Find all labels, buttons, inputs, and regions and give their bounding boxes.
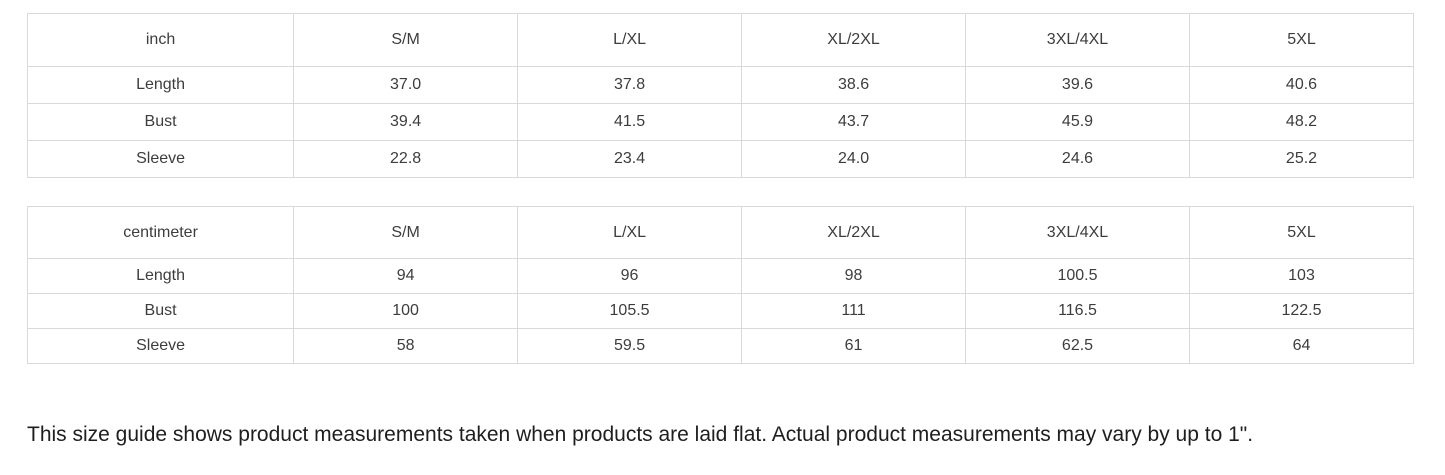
measurement-value-cell: 116.5 [965, 293, 1190, 329]
measurement-value-cell: 98 [741, 258, 967, 294]
measurement-value-cell: 58 [293, 328, 519, 364]
size-table-centimeter: centimeter S/M L/XL XL/2XL 3XL/4XL 5XL L… [26, 206, 1415, 364]
table-row: Bust 100 105.5 111 116.5 122.5 [26, 293, 1415, 329]
measurement-value-cell: 61 [741, 328, 967, 364]
measurement-value-cell: 122.5 [1188, 293, 1415, 329]
measurement-value-cell: 64 [1188, 328, 1415, 364]
measurement-label-cell: Sleeve [26, 328, 295, 364]
measurement-value-cell: 39.4 [293, 103, 519, 141]
measurement-value-cell: 59.5 [517, 328, 743, 364]
measurement-value-cell: 96 [517, 258, 743, 294]
measurement-value-cell: 40.6 [1188, 66, 1415, 104]
size-header-cell: 3XL/4XL [965, 206, 1190, 259]
measurement-value-cell: 62.5 [965, 328, 1190, 364]
size-header-cell: XL/2XL [741, 206, 967, 259]
measurement-value-cell: 25.2 [1188, 140, 1415, 178]
measurement-value-cell: 94 [293, 258, 519, 294]
size-header-cell: 3XL/4XL [965, 13, 1190, 67]
table-row: Sleeve 58 59.5 61 62.5 64 [26, 328, 1415, 364]
measurement-value-cell: 100.5 [965, 258, 1190, 294]
measurement-value-cell: 22.8 [293, 140, 519, 178]
measurement-value-cell: 37.0 [293, 66, 519, 104]
measurement-value-cell: 45.9 [965, 103, 1190, 141]
table-header-row: centimeter S/M L/XL XL/2XL 3XL/4XL 5XL [26, 206, 1415, 259]
table-row: Sleeve 22.8 23.4 24.0 24.6 25.2 [26, 140, 1415, 178]
table-row: Bust 39.4 41.5 43.7 45.9 48.2 [26, 103, 1415, 141]
measurement-value-cell: 24.0 [741, 140, 967, 178]
measurement-value-cell: 37.8 [517, 66, 743, 104]
measurement-value-cell: 105.5 [517, 293, 743, 329]
measurement-value-cell: 23.4 [517, 140, 743, 178]
measurement-label-cell: Length [26, 258, 295, 294]
measurement-value-cell: 43.7 [741, 103, 967, 141]
measurement-label-cell: Sleeve [26, 140, 295, 178]
measurement-label-cell: Length [26, 66, 295, 104]
size-header-cell: 5XL [1188, 206, 1415, 259]
table-row: Length 37.0 37.8 38.6 39.6 40.6 [26, 66, 1415, 104]
measurement-label-cell: Bust [26, 293, 295, 329]
size-header-cell: XL/2XL [741, 13, 967, 67]
unit-header-cell: centimeter [26, 206, 295, 259]
measurement-value-cell: 100 [293, 293, 519, 329]
measurement-value-cell: 38.6 [741, 66, 967, 104]
size-header-cell: L/XL [517, 13, 743, 67]
measurement-label-cell: Bust [26, 103, 295, 141]
table-row: Length 94 96 98 100.5 103 [26, 258, 1415, 294]
measurement-value-cell: 111 [741, 293, 967, 329]
table-spacer [27, 178, 1414, 206]
size-header-cell: L/XL [517, 206, 743, 259]
size-header-cell: 5XL [1188, 13, 1415, 67]
size-header-cell: S/M [293, 206, 519, 259]
size-header-cell: S/M [293, 13, 519, 67]
measurement-value-cell: 39.6 [965, 66, 1190, 104]
measurement-value-cell: 24.6 [965, 140, 1190, 178]
table-header-row: inch S/M L/XL XL/2XL 3XL/4XL 5XL [26, 13, 1415, 67]
measurement-value-cell: 41.5 [517, 103, 743, 141]
size-table-inch: inch S/M L/XL XL/2XL 3XL/4XL 5XL Length … [26, 13, 1415, 178]
size-guide-note: This size guide shows product measuremen… [27, 423, 1254, 446]
measurement-value-cell: 48.2 [1188, 103, 1415, 141]
measurement-value-cell: 103 [1188, 258, 1415, 294]
unit-header-cell: inch [26, 13, 295, 67]
